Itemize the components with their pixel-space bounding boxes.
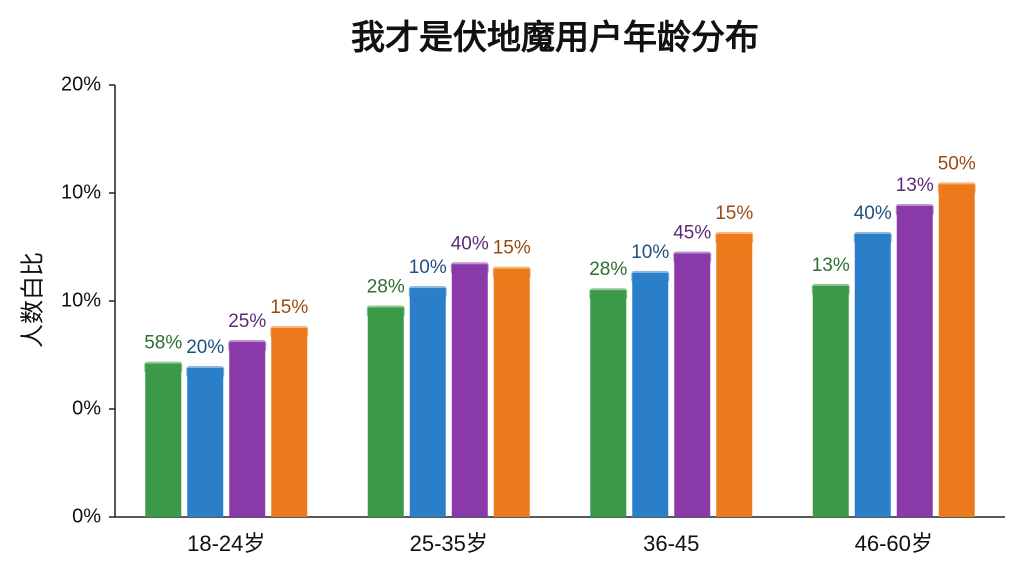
value-label: 58% [144,333,182,354]
value-label: 20% [186,337,224,358]
bar-cap [673,251,712,264]
value-label: 40% [854,203,892,224]
bar-cap [492,266,531,279]
bar-cap [715,232,754,245]
bar-cap [228,340,267,353]
bar-cap [144,361,183,374]
bar-cap [366,305,405,318]
bar-cap [270,326,309,338]
y-tick-label: 20% [61,73,101,95]
value-label: 28% [589,259,627,280]
bar-cap [631,270,670,283]
bar-cap [589,288,628,301]
bar [229,342,266,517]
chart-title: 我才是伏地魔用户年龄分布 [351,19,759,57]
x-tick-label: 25-35岁 [410,531,488,556]
x-tick-label: 36-45 [643,531,699,556]
value-label: 15% [270,297,308,318]
bar [409,288,446,517]
bar [145,363,182,517]
value-label: 13% [812,255,850,276]
bar-cap [937,182,976,195]
bar [674,253,711,518]
y-tick-label: 10% [61,181,101,203]
bar [271,328,308,517]
value-label: 28% [367,276,405,297]
bar [367,307,404,517]
value-label: 40% [451,233,489,254]
y-axis-label: 人数白比 [19,252,46,348]
y-tick-label: 0% [72,505,101,527]
value-label: 10% [631,242,669,263]
value-label: 13% [896,175,934,196]
bar [854,234,891,518]
x-tick-label: 46-60岁 [855,531,933,556]
bar [938,184,975,518]
bar [451,264,488,517]
bar [590,290,627,517]
value-label: 10% [409,257,447,278]
value-label: 25% [228,311,266,332]
value-label: 50% [938,153,976,174]
bar [896,205,933,517]
bar [493,268,530,517]
value-label: 45% [673,222,711,243]
y-tick-label: 0% [72,397,101,419]
bar-cap [408,286,447,299]
x-tick-label: 18-24岁 [187,531,265,556]
bar-cap [895,203,934,216]
bar [716,234,753,518]
bar-cap [853,232,892,245]
value-label: 15% [715,203,753,224]
y-tick-label: 10% [61,289,101,311]
bar [632,272,669,517]
bar [187,367,224,517]
bar [812,285,849,517]
value-label: 15% [493,238,531,259]
bar-cap [186,365,225,378]
bar-cap [811,283,850,296]
bar-cap [450,262,489,275]
